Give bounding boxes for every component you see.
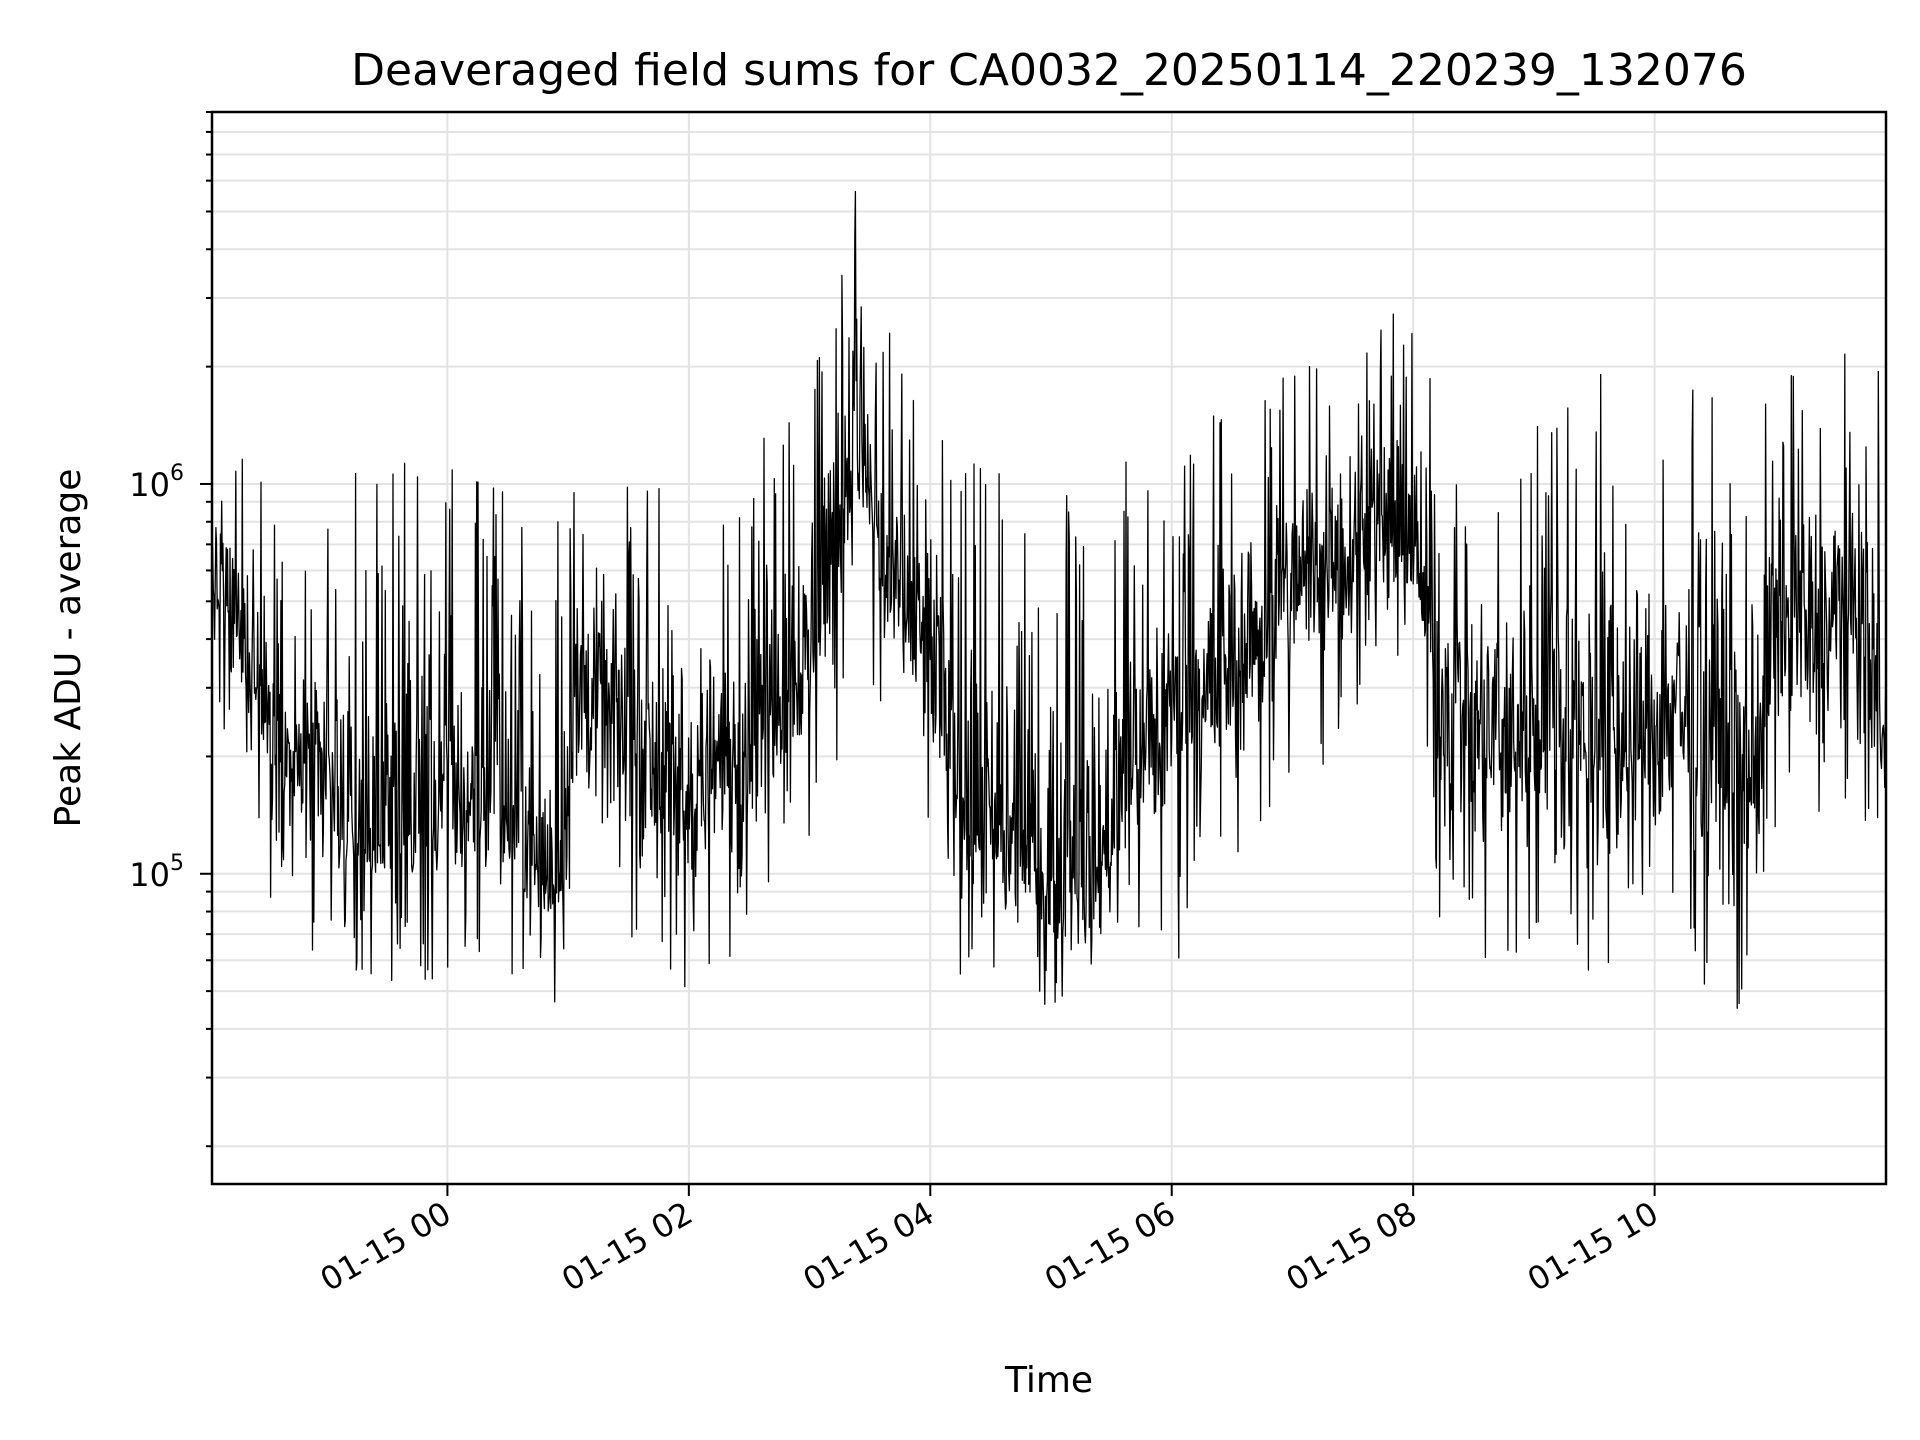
y-axis-label: Peak ADU - average	[48, 469, 89, 828]
y-tick-label: 105	[129, 851, 184, 894]
series-line	[212, 190, 1886, 1009]
x-axis-label: Time	[1004, 1360, 1093, 1401]
y-axis: 105 106	[129, 111, 212, 1148]
plot-frame	[210, 110, 1888, 1186]
plot-area	[212, 190, 1886, 1009]
y-tick-label: 106	[129, 461, 184, 504]
chart-title: Deaveraged field sums for CA0032_2025011…	[351, 45, 1747, 96]
